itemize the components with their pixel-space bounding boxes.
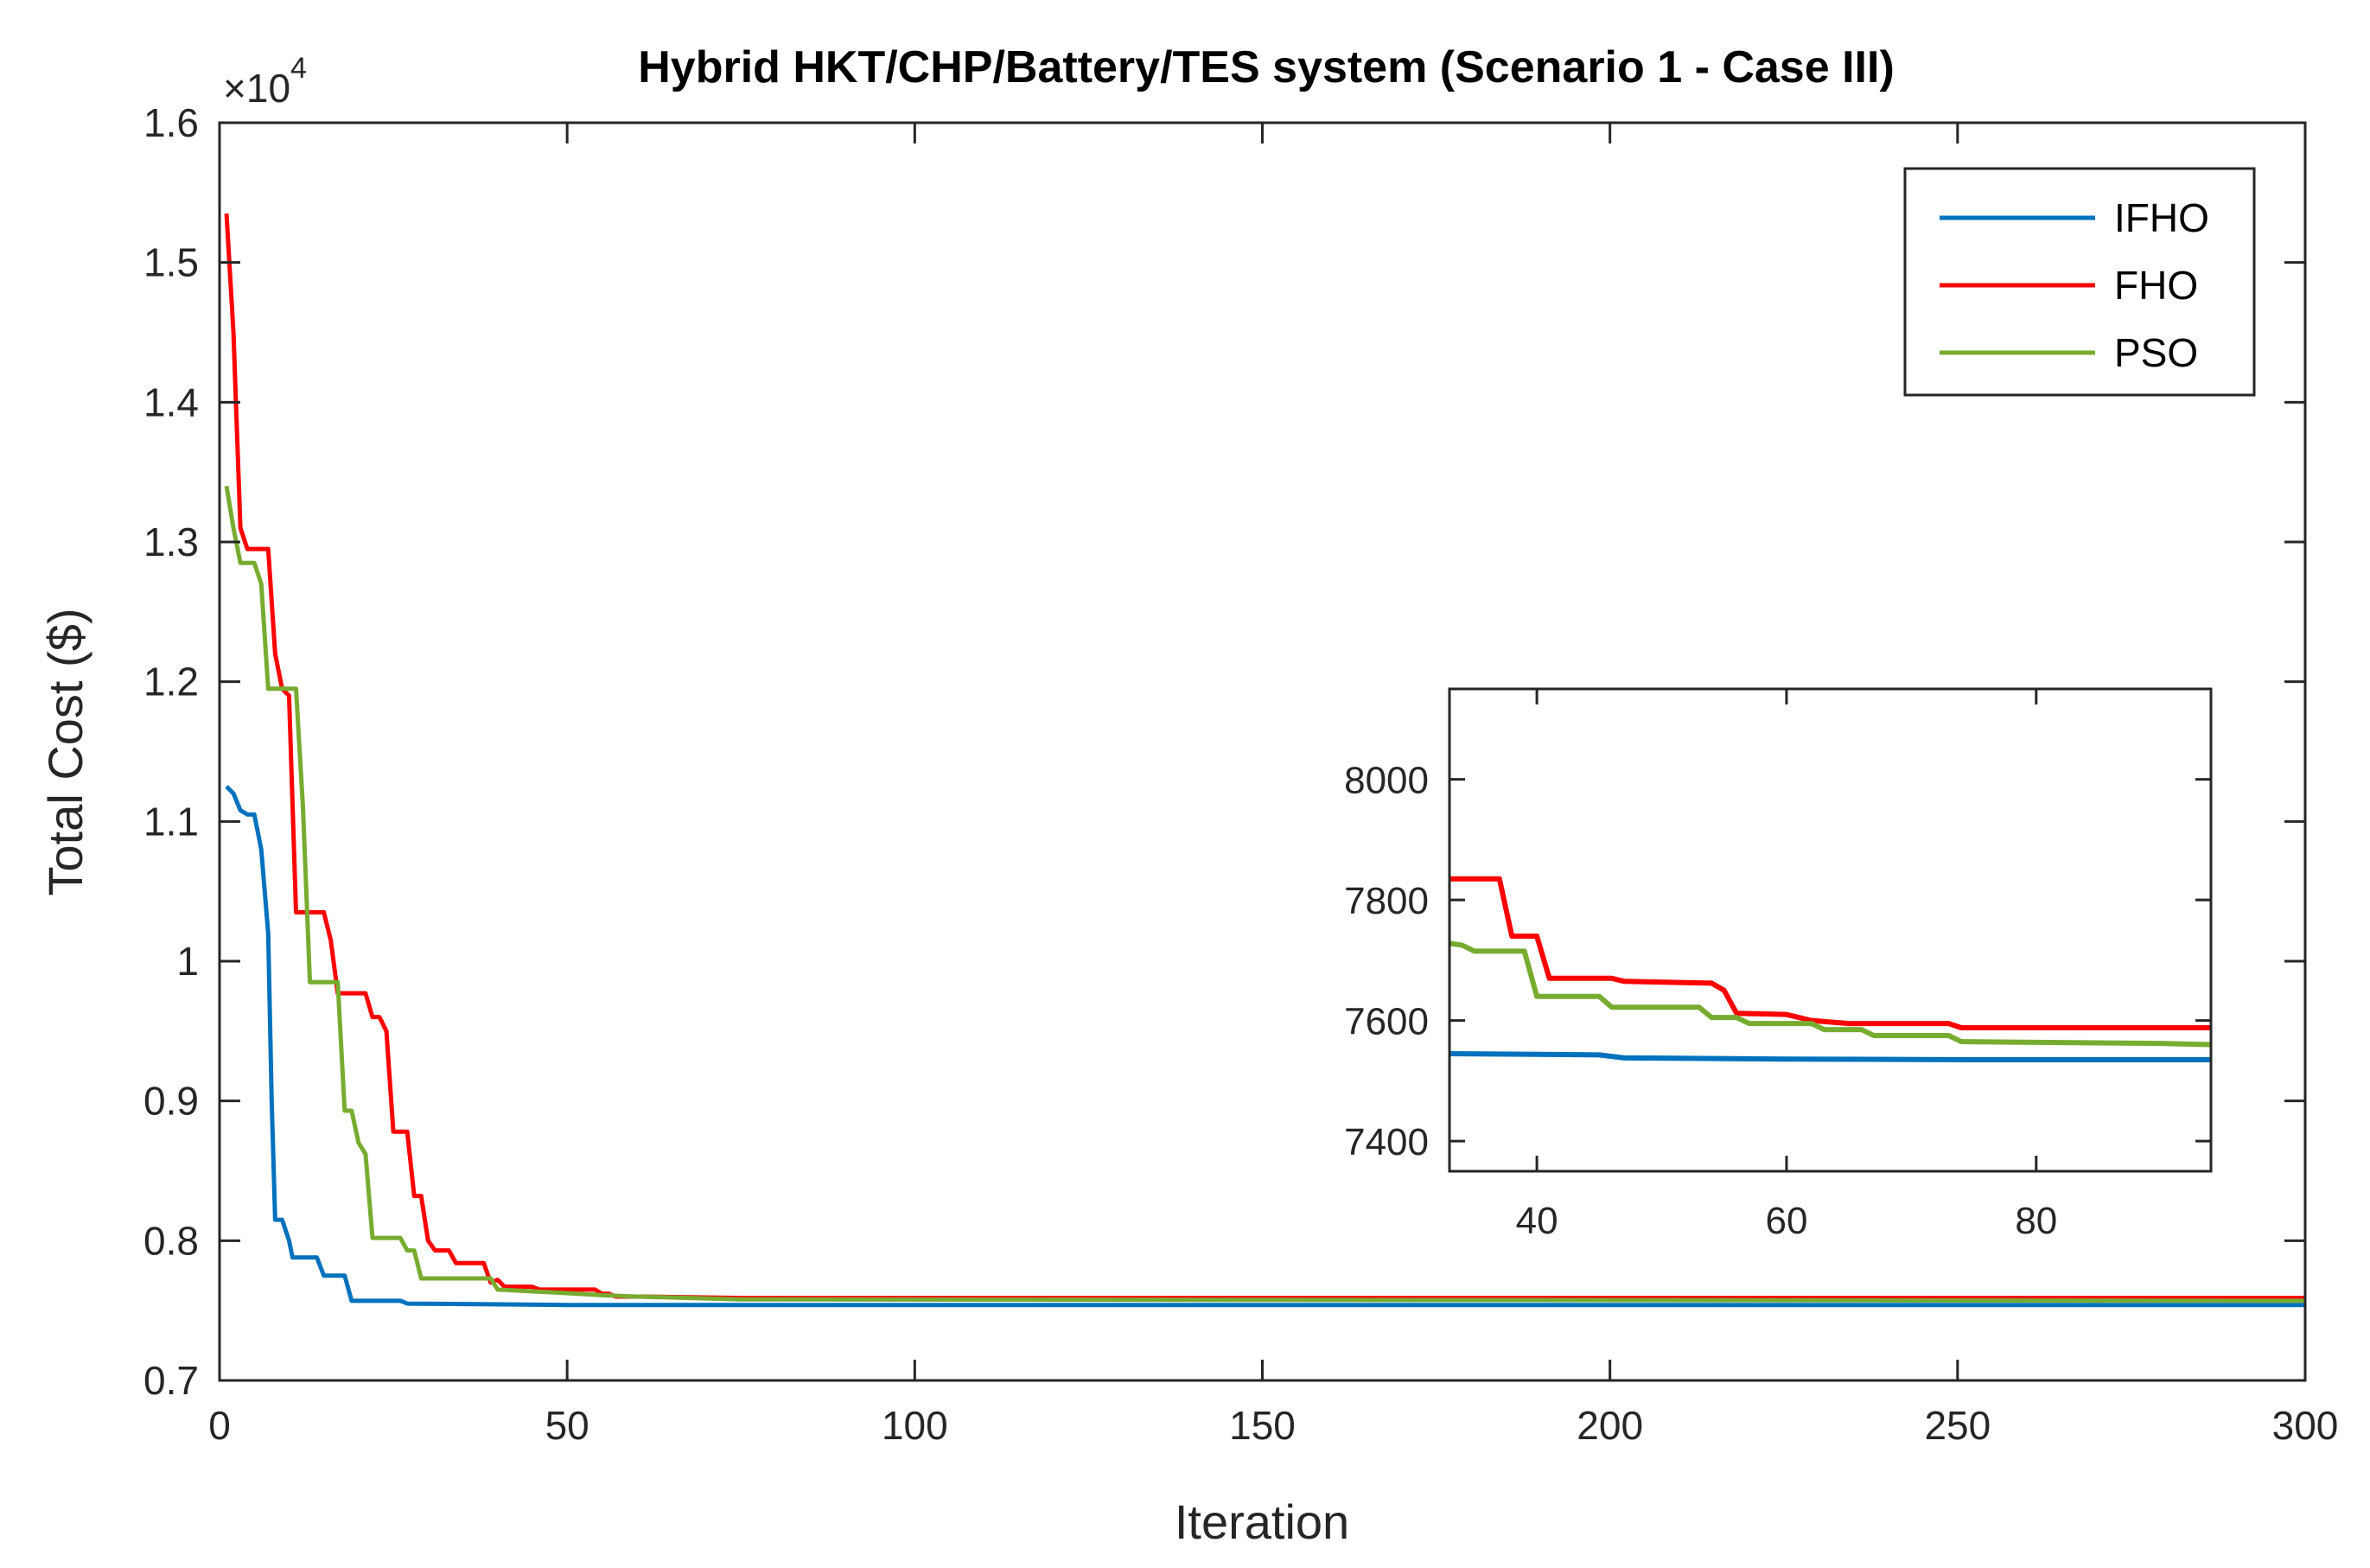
inset-x-tick-label: 80	[2015, 1200, 2057, 1242]
inset-x-tick-label: 60	[1765, 1200, 1807, 1242]
main-x-tick-label: 200	[1577, 1403, 1643, 1448]
inset-series-line-ifho	[1449, 1050, 2211, 1062]
inset-y-tick-label: 7400	[1344, 1121, 1429, 1163]
y-exponent-power: 4	[290, 52, 307, 85]
main-y-tick-label: 1.2	[143, 660, 199, 704]
main-x-tick-label: 0	[208, 1403, 231, 1448]
inset-y-ticks: 7400 7600 7800 8000	[1344, 760, 2211, 1163]
main-y-tick-label: 0.9	[143, 1079, 199, 1124]
inset-series-group	[1449, 876, 2211, 1062]
main-y-tick-label: 0.8	[143, 1218, 199, 1263]
legend: IFHO FHO PSO	[1903, 167, 2256, 397]
main-series-line-ifho	[225, 785, 2305, 1308]
main-x-tick-label: 150	[1229, 1403, 1296, 1448]
inset-series-line-fho	[1449, 876, 2211, 1030]
legend-label-pso: PSO	[2114, 330, 2198, 375]
inset-y-tick-label: 7800	[1344, 880, 1429, 922]
main-y-ticks: 0.7 0.8 0.9 1 1.1 1.2 1.3 1.4 1.5 1.6	[143, 100, 2305, 1403]
inset-y-tick-label: 7600	[1344, 1001, 1429, 1043]
inset-plot-frame	[1448, 687, 2213, 1173]
y-exponent-base: ×10	[223, 66, 290, 111]
y-axis-title: Total Cost ($)	[38, 609, 92, 896]
main-y-tick-label: 1.6	[143, 100, 199, 145]
main-y-tick-label: 1.3	[143, 519, 199, 564]
y-exponent-label: ×104	[223, 52, 307, 111]
main-x-tick-label: 250	[1924, 1403, 1991, 1448]
main-x-tick-label: 100	[882, 1403, 948, 1448]
main-y-tick-label: 1.4	[143, 379, 199, 424]
main-x-tick-label: 300	[2272, 1403, 2339, 1448]
main-y-tick-label: 0.7	[143, 1358, 199, 1403]
inset-background	[1449, 689, 2211, 1171]
main-x-ticks: 0 50 100 150 200 250 300	[208, 123, 2338, 1448]
main-y-tick-label: 1.1	[143, 799, 199, 844]
main-series-line-pso	[224, 485, 2305, 1303]
legend-label-fho: FHO	[2114, 263, 2198, 308]
chart-title: Hybrid HKT/CHP/Battery/TES system (Scena…	[638, 42, 1895, 92]
main-x-tick-label: 50	[545, 1403, 589, 1448]
inset-x-ticks: 40 60 80	[1516, 689, 2057, 1242]
inset-series-line-pso	[1449, 940, 2211, 1048]
inset-x-tick-label: 40	[1516, 1200, 1558, 1242]
main-y-tick-label: 1.5	[143, 240, 199, 285]
main-series-group	[224, 213, 2305, 1308]
legend-box	[1903, 167, 2256, 397]
x-axis-title: Iteration	[1175, 1495, 1349, 1549]
inset-y-tick-label: 8000	[1344, 760, 1429, 802]
legend-label-ifho: IFHO	[2114, 195, 2209, 240]
main-y-tick-label: 1	[176, 939, 199, 984]
